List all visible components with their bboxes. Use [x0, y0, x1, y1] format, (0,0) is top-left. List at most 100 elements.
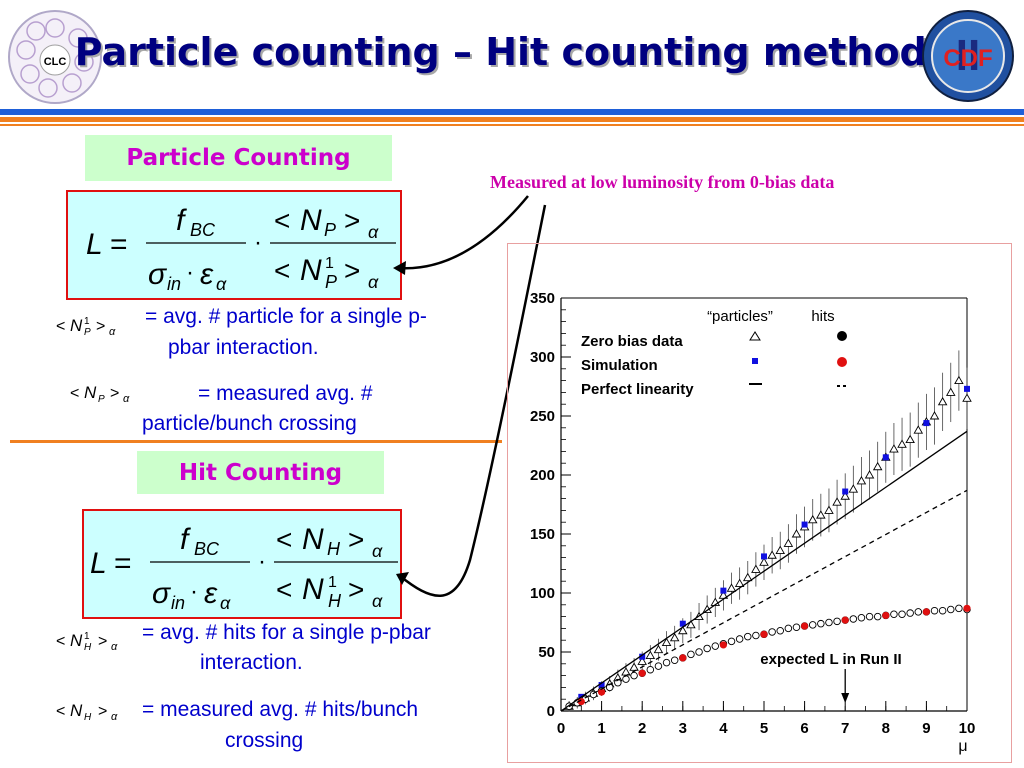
x-axis-label: μ — [958, 738, 967, 755]
data-point-particles — [678, 625, 688, 635]
sim-point-particles — [761, 553, 767, 560]
data-point-hits — [654, 662, 663, 670]
data-point-hits — [898, 610, 906, 618]
sim-point-hits — [598, 688, 606, 696]
x-tick-label: 3 — [679, 720, 687, 737]
data-point-particles — [889, 444, 899, 453]
svg-text:N: N — [70, 316, 83, 335]
sim-point-hits — [679, 654, 687, 662]
y-tick-label: 50 — [538, 644, 555, 661]
svg-text:H: H — [84, 712, 92, 723]
data-point-hits — [825, 618, 833, 627]
data-point-hits — [646, 665, 655, 674]
svg-text:f: f — [176, 204, 187, 237]
y-tick-label: 300 — [530, 349, 555, 366]
sim-point-hits — [963, 604, 971, 612]
data-point-particles — [653, 644, 664, 654]
data-point-particles — [962, 393, 972, 402]
sim-point-particles — [842, 488, 849, 495]
data-point-particles — [621, 667, 631, 676]
legend-marker-red-circle — [837, 357, 847, 367]
svg-text:>: > — [96, 318, 105, 335]
legend-header-particles: “particles” — [707, 308, 773, 325]
svg-text:<: < — [274, 205, 290, 236]
data-point-hits — [768, 628, 776, 636]
page-title: Particle counting – Hit counting methods — [74, 30, 950, 74]
sim-point-hits — [922, 608, 930, 616]
svg-text:α: α — [111, 641, 118, 653]
svg-text:N: N — [300, 204, 322, 237]
legend-row-label: Perfect linearity — [581, 381, 694, 398]
clc-logo: CLC — [6, 8, 104, 106]
particle-formula-box: L = f BC σ in · ε α · < N P > α < N 1 P … — [66, 190, 402, 300]
svg-text:<: < — [56, 318, 65, 335]
data-point-hits — [744, 632, 752, 641]
legend-row-label: Zero bias data — [581, 333, 683, 350]
svg-text:in: in — [171, 593, 185, 613]
hit-formula: L = f BC σ in · ε α · < N H > α < N 1 H … — [90, 523, 398, 613]
sim-point-particles — [923, 420, 930, 427]
plot-frame — [507, 243, 1012, 763]
data-point-particles — [637, 656, 647, 665]
svg-text:H: H — [327, 539, 341, 559]
data-point-hits — [890, 610, 898, 618]
particle-counting-label: Particle Counting — [85, 135, 392, 181]
svg-text:α: α — [368, 222, 379, 242]
data-point-hits — [930, 606, 939, 615]
svg-text:σ: σ — [148, 258, 168, 291]
svg-text:ε: ε — [204, 577, 218, 610]
x-tick-label: 7 — [841, 720, 849, 737]
sim-point-particles — [964, 385, 970, 392]
legend-header-hits: hits — [811, 308, 834, 325]
section-divider — [10, 440, 502, 443]
sim-point-particles — [598, 682, 605, 689]
x-tick-label: 1 — [597, 720, 605, 737]
legend-marker-blue-square — [752, 358, 758, 364]
svg-text:II: II — [956, 31, 980, 80]
sim-point-hits — [638, 669, 646, 677]
data-point-hits — [938, 606, 947, 615]
data-point-particles — [645, 650, 656, 659]
legend-row-label: Simulation — [581, 357, 658, 374]
data-point-particles — [751, 564, 761, 573]
data-point-particles — [734, 578, 745, 588]
data-point-hits — [849, 615, 858, 623]
y-tick-label: 200 — [530, 467, 555, 484]
data-point-hits — [776, 627, 784, 635]
svg-text:=: = — [114, 547, 132, 580]
y-tick-label: 350 — [530, 290, 555, 307]
data-point-particles — [929, 411, 940, 420]
particle-formula: L = f BC σ in · ε α · < N P > α < N 1 P … — [86, 204, 396, 294]
svg-text:·: · — [258, 548, 266, 575]
data-point-particles — [954, 375, 964, 385]
data-point-hits — [808, 621, 817, 629]
data-point-hits — [727, 637, 736, 646]
data-point-hits — [662, 658, 671, 667]
hit-desc1-line1: = avg. # hits for a single p-pbar — [142, 621, 431, 644]
hit-desc2-symbol: < N H > α — [56, 699, 140, 730]
data-point-hits — [703, 644, 711, 653]
svg-text:CDF: CDF — [943, 45, 992, 72]
sim-point-hits — [760, 630, 768, 638]
data-point-particles — [791, 529, 802, 538]
data-point-particles — [807, 514, 818, 524]
svg-text:>: > — [98, 633, 107, 650]
data-point-particles — [816, 510, 826, 519]
svg-text:<: < — [56, 633, 65, 650]
data-point-particles — [937, 396, 948, 406]
sim-point-particles — [801, 521, 808, 528]
data-point-hits — [711, 642, 720, 650]
svg-text:1: 1 — [328, 574, 337, 591]
svg-text:>: > — [348, 574, 364, 605]
svg-text:1: 1 — [84, 316, 90, 327]
data-point-particles — [872, 461, 883, 471]
data-point-hits — [833, 617, 841, 626]
svg-text:·: · — [254, 229, 262, 256]
data-point-particles — [832, 497, 842, 506]
sim-point-hits — [801, 622, 809, 630]
particle-desc1-line2: pbar interaction. — [168, 336, 319, 359]
x-tick-label: 8 — [882, 720, 890, 737]
data-point-particles — [945, 387, 956, 396]
